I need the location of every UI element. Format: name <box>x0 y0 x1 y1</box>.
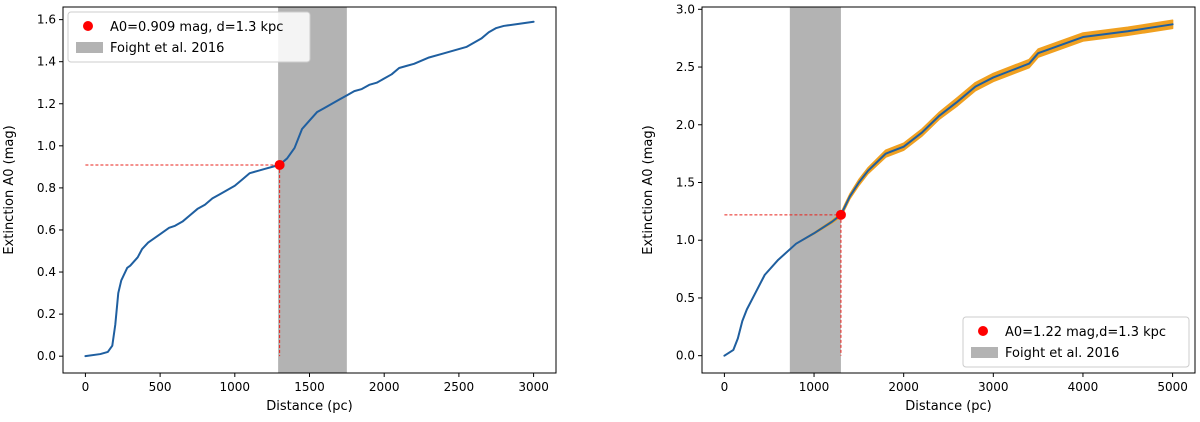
y-tick-label: 1.0 <box>676 233 695 247</box>
y-tick-label: 2.0 <box>676 118 695 132</box>
legend-box <box>67 11 311 63</box>
legend-box <box>962 316 1190 368</box>
plot-area <box>723 7 1174 373</box>
x-tick-label: 500 <box>149 380 172 394</box>
legend-marker-label: A0=1.22 mag,d=1.3 kpc <box>1005 325 1166 340</box>
distance-marker-point <box>835 209 846 220</box>
legend-band-swatch <box>76 42 103 53</box>
legend-band-label: Foight et al. 2016 <box>1005 346 1119 361</box>
y-tick-label: 1.4 <box>37 55 56 69</box>
right-extinction-plot: 0 1000 2000 3000 4000 5000 0.0 0.5 1.0 1.5 2.0 2.5 3… <box>641 2 1196 414</box>
y-tick-label: 0.6 <box>37 223 56 237</box>
x-tick-label: 3000 <box>518 380 549 394</box>
y-tick-label: 0.5 <box>676 291 695 305</box>
y-tick-label: 3.0 <box>676 2 695 16</box>
legend: A0=1.22 mag,d=1.3 kpc Foight et al. 2016 <box>962 316 1190 368</box>
x-tick-label: 1000 <box>220 380 251 394</box>
y-tick-label: 0.4 <box>37 265 56 279</box>
legend-band-label: Foight et al. 2016 <box>110 41 224 56</box>
y-tick-label: 1.6 <box>37 13 56 27</box>
legend-marker-swatch <box>978 326 988 336</box>
foight-2016-shaded-band <box>278 7 347 373</box>
axes-frame <box>701 6 1196 374</box>
x-tick-label: 1500 <box>294 380 325 394</box>
x-tick-label: 2000 <box>888 380 919 394</box>
x-tick-label: 3000 <box>978 380 1009 394</box>
x-axis-label: Distance (pc) <box>266 399 353 414</box>
left-extinction-plot: 0 500 1000 1500 2000 2500 3000 0.0 0.2 0.4 0.6 0.8 1… <box>2 6 557 414</box>
legend-marker-label: A0=0.909 mag, d=1.3 kpc <box>110 20 283 35</box>
x-tick-label: 2500 <box>444 380 475 394</box>
x-tick-label: 0 <box>82 380 90 394</box>
y-tick-label: 0.2 <box>37 307 56 321</box>
y-tick-label: 1.5 <box>676 175 695 189</box>
x-tick-label: 4000 <box>1068 380 1099 394</box>
extinction-curve-line <box>723 23 1174 357</box>
plot-area <box>84 7 535 373</box>
x-tick-label: 1000 <box>799 380 830 394</box>
y-tick-label: 2.5 <box>676 60 695 74</box>
y-tick-label: 1.2 <box>37 97 56 111</box>
distance-marker-point <box>274 159 285 170</box>
y-axis-label: Extinction A0 (mag) <box>641 125 656 254</box>
y-tick-label: 0.0 <box>37 349 56 363</box>
x-tick-label: 2000 <box>369 380 400 394</box>
legend: A0=0.909 mag, d=1.3 kpc Foight et al. 201… <box>67 11 311 63</box>
x-tick-label: 5000 <box>1157 380 1188 394</box>
x-axis-label: Distance (pc) <box>905 399 992 414</box>
legend-band-swatch <box>971 347 998 358</box>
x-tick-label: 0 <box>721 380 729 394</box>
y-tick-label: 0.8 <box>37 181 56 195</box>
y-axis-label: Extinction A0 (mag) <box>2 125 17 254</box>
y-tick-label: 1.0 <box>37 139 56 153</box>
foight-2016-shaded-band <box>789 7 841 373</box>
legend-marker-swatch <box>83 21 93 31</box>
extinction-curve-line <box>84 20 535 358</box>
y-tick-label: 0.0 <box>676 349 695 363</box>
